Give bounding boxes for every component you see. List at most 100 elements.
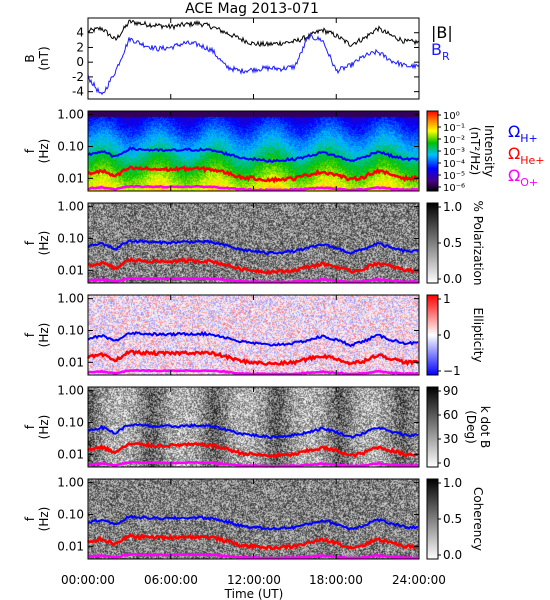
colorbar-label-unit: (nT²/Hz) <box>468 127 482 175</box>
colorbar-label: Ellipticity <box>471 308 485 363</box>
y-axis-label: B (nT) <box>23 46 51 70</box>
field-radial-line <box>87 33 420 96</box>
x-tick-label: 00:00:00 <box>61 573 115 587</box>
colorbar-label-name: k dot B <box>478 406 492 448</box>
y-axis-label: f (Hz) <box>23 323 51 348</box>
y-tick-label: 0.01 <box>57 539 84 553</box>
y-axis-label: f (Hz) <box>23 231 51 256</box>
x-tick-label: 06:00:00 <box>144 573 198 587</box>
colorbar <box>426 478 439 560</box>
h-plus-line <box>87 514 419 531</box>
colorbar-tick-label: 0.5 <box>443 236 462 250</box>
y-axis-label-name: f <box>23 424 37 429</box>
colorbar-tick-label: 0.5 <box>443 512 462 526</box>
legend-gyrofrequency-sub: O+ <box>520 176 538 189</box>
y-tick-label: 0.01 <box>57 171 84 185</box>
y-tick-label: 1.00 <box>57 476 84 490</box>
x-tick-label: 24:00:00 <box>392 573 446 587</box>
y-axis-label-unit: (Hz) <box>37 415 51 440</box>
colorbar <box>426 386 439 468</box>
legend-gyrofrequency-symbol: Ω <box>508 144 520 163</box>
y-tick-label: 0.01 <box>57 447 84 461</box>
y-tick-label: 0.10 <box>57 139 84 153</box>
colorbar-tick-label: 10⁻⁴ <box>443 159 465 170</box>
y-axis-label-name: f <box>23 148 37 153</box>
legend-gyrofrequency-0: ΩH+ <box>508 122 538 145</box>
colorbar-tick-label: 1.0 <box>443 200 462 214</box>
colorbar-label-name: Ellipticity <box>471 308 485 363</box>
y-axis-label-unit: (Hz) <box>37 139 51 164</box>
he-plus-line <box>87 532 419 551</box>
figure-title: ACE Mag 2013-071 <box>185 1 319 17</box>
colorbar-label-name: Coherency <box>471 487 485 551</box>
colorbar-label-name: % Polarization <box>471 201 485 286</box>
y-axis-label-unit: (Hz) <box>37 507 51 532</box>
legend-field-total: |B| <box>431 23 453 42</box>
h-plus-line <box>87 423 419 440</box>
colorbar-label: Coherency <box>471 487 485 551</box>
colorbar-tick-label: 10⁻³ <box>443 147 465 158</box>
legend-gyrofrequency-1: ΩHe+ <box>508 144 545 167</box>
y-tick-label: 0.10 <box>57 507 84 521</box>
legend-gyrofrequency-sub: He+ <box>520 154 544 167</box>
y-tick-label: 0.10 <box>57 231 84 245</box>
legend-field-radial-name: B <box>431 40 442 59</box>
colorbar-label: k dot B(Deg) <box>464 406 492 448</box>
colorbar-tick-label: 0 <box>443 328 451 342</box>
colorbar-tick-label: 10⁻¹ <box>443 123 465 134</box>
he-plus-line <box>87 440 419 459</box>
y-tick-label: -2 <box>72 70 84 84</box>
colorbar-label: % Polarization <box>471 201 485 286</box>
x-tick-label: 12:00:00 <box>227 573 281 587</box>
colorbar-tick-label: 10⁻² <box>443 135 465 146</box>
y-axis-label-unit: (nT) <box>37 46 51 70</box>
legend-field-radial-sub: R <box>442 50 450 63</box>
legend-gyrofrequency-2: ΩO+ <box>508 166 538 189</box>
h-plus-line <box>87 145 419 164</box>
h-plus-line <box>87 330 419 348</box>
y-axis-label-name: B <box>23 54 37 62</box>
legend-gyrofrequency-symbol: Ω <box>508 122 520 141</box>
he-plus-line <box>87 349 420 367</box>
y-axis-label-name: f <box>23 516 37 521</box>
y-tick-label: -4 <box>72 85 84 99</box>
colorbar-tick-label: −1 <box>443 364 461 378</box>
colorbar-tick-label: 10⁰ <box>443 111 460 122</box>
colorbar-tick-label: 1 <box>443 292 451 306</box>
y-axis-label: f (Hz) <box>23 139 51 164</box>
colorbar-tick-label: 60 <box>443 408 458 422</box>
x-axis-labels: 00:00:00 06:00:00 12:00:00 18:00:00 24:0… <box>61 573 446 600</box>
y-axis-label-unit: (Hz) <box>37 231 51 256</box>
y-tick-label: 1.00 <box>57 292 84 306</box>
legend-gyrofrequency-symbol: Ω <box>508 166 520 185</box>
y-tick-label: 0.10 <box>57 323 84 337</box>
y-axis-label: f (Hz) <box>23 415 51 440</box>
colorbar <box>426 202 439 284</box>
colorbar-tick-label: 10⁻⁶ <box>443 183 465 194</box>
legend-field-radial: BR <box>431 40 450 63</box>
y-tick-label: 4 <box>76 26 84 40</box>
y-tick-label: 0 <box>76 55 84 69</box>
colorbar-label-unit: (Deg) <box>464 410 478 444</box>
colorbar-tick-label: 30 <box>443 432 458 446</box>
y-tick-label: 1.00 <box>57 108 84 122</box>
y-axis-label-name: f <box>23 332 37 337</box>
y-axis-label-name: f <box>23 240 37 245</box>
x-axis-label: Time (UT) <box>224 587 284 600</box>
y-axis-label: f (Hz) <box>23 507 51 532</box>
colorbar-label-name: Intensity <box>482 125 496 177</box>
legend-gyrofrequency-sub: H+ <box>520 132 538 145</box>
he-plus-line <box>87 256 419 276</box>
field-total-line <box>87 19 420 48</box>
y-tick-label: 0.01 <box>57 263 84 277</box>
colorbar <box>426 110 439 192</box>
colorbar-tick-label: 90 <box>443 384 458 398</box>
y-axis-label-unit: (Hz) <box>37 323 51 348</box>
colorbar-tick-label: 0 <box>443 456 451 470</box>
y-tick-label: 1.00 <box>57 200 84 214</box>
colorbar-label: Intensity(nT²/Hz) <box>468 125 496 177</box>
y-tick-label: 2 <box>76 40 84 54</box>
field-plot-area <box>88 18 419 99</box>
colorbar-tick-label: 0.0 <box>443 548 462 562</box>
